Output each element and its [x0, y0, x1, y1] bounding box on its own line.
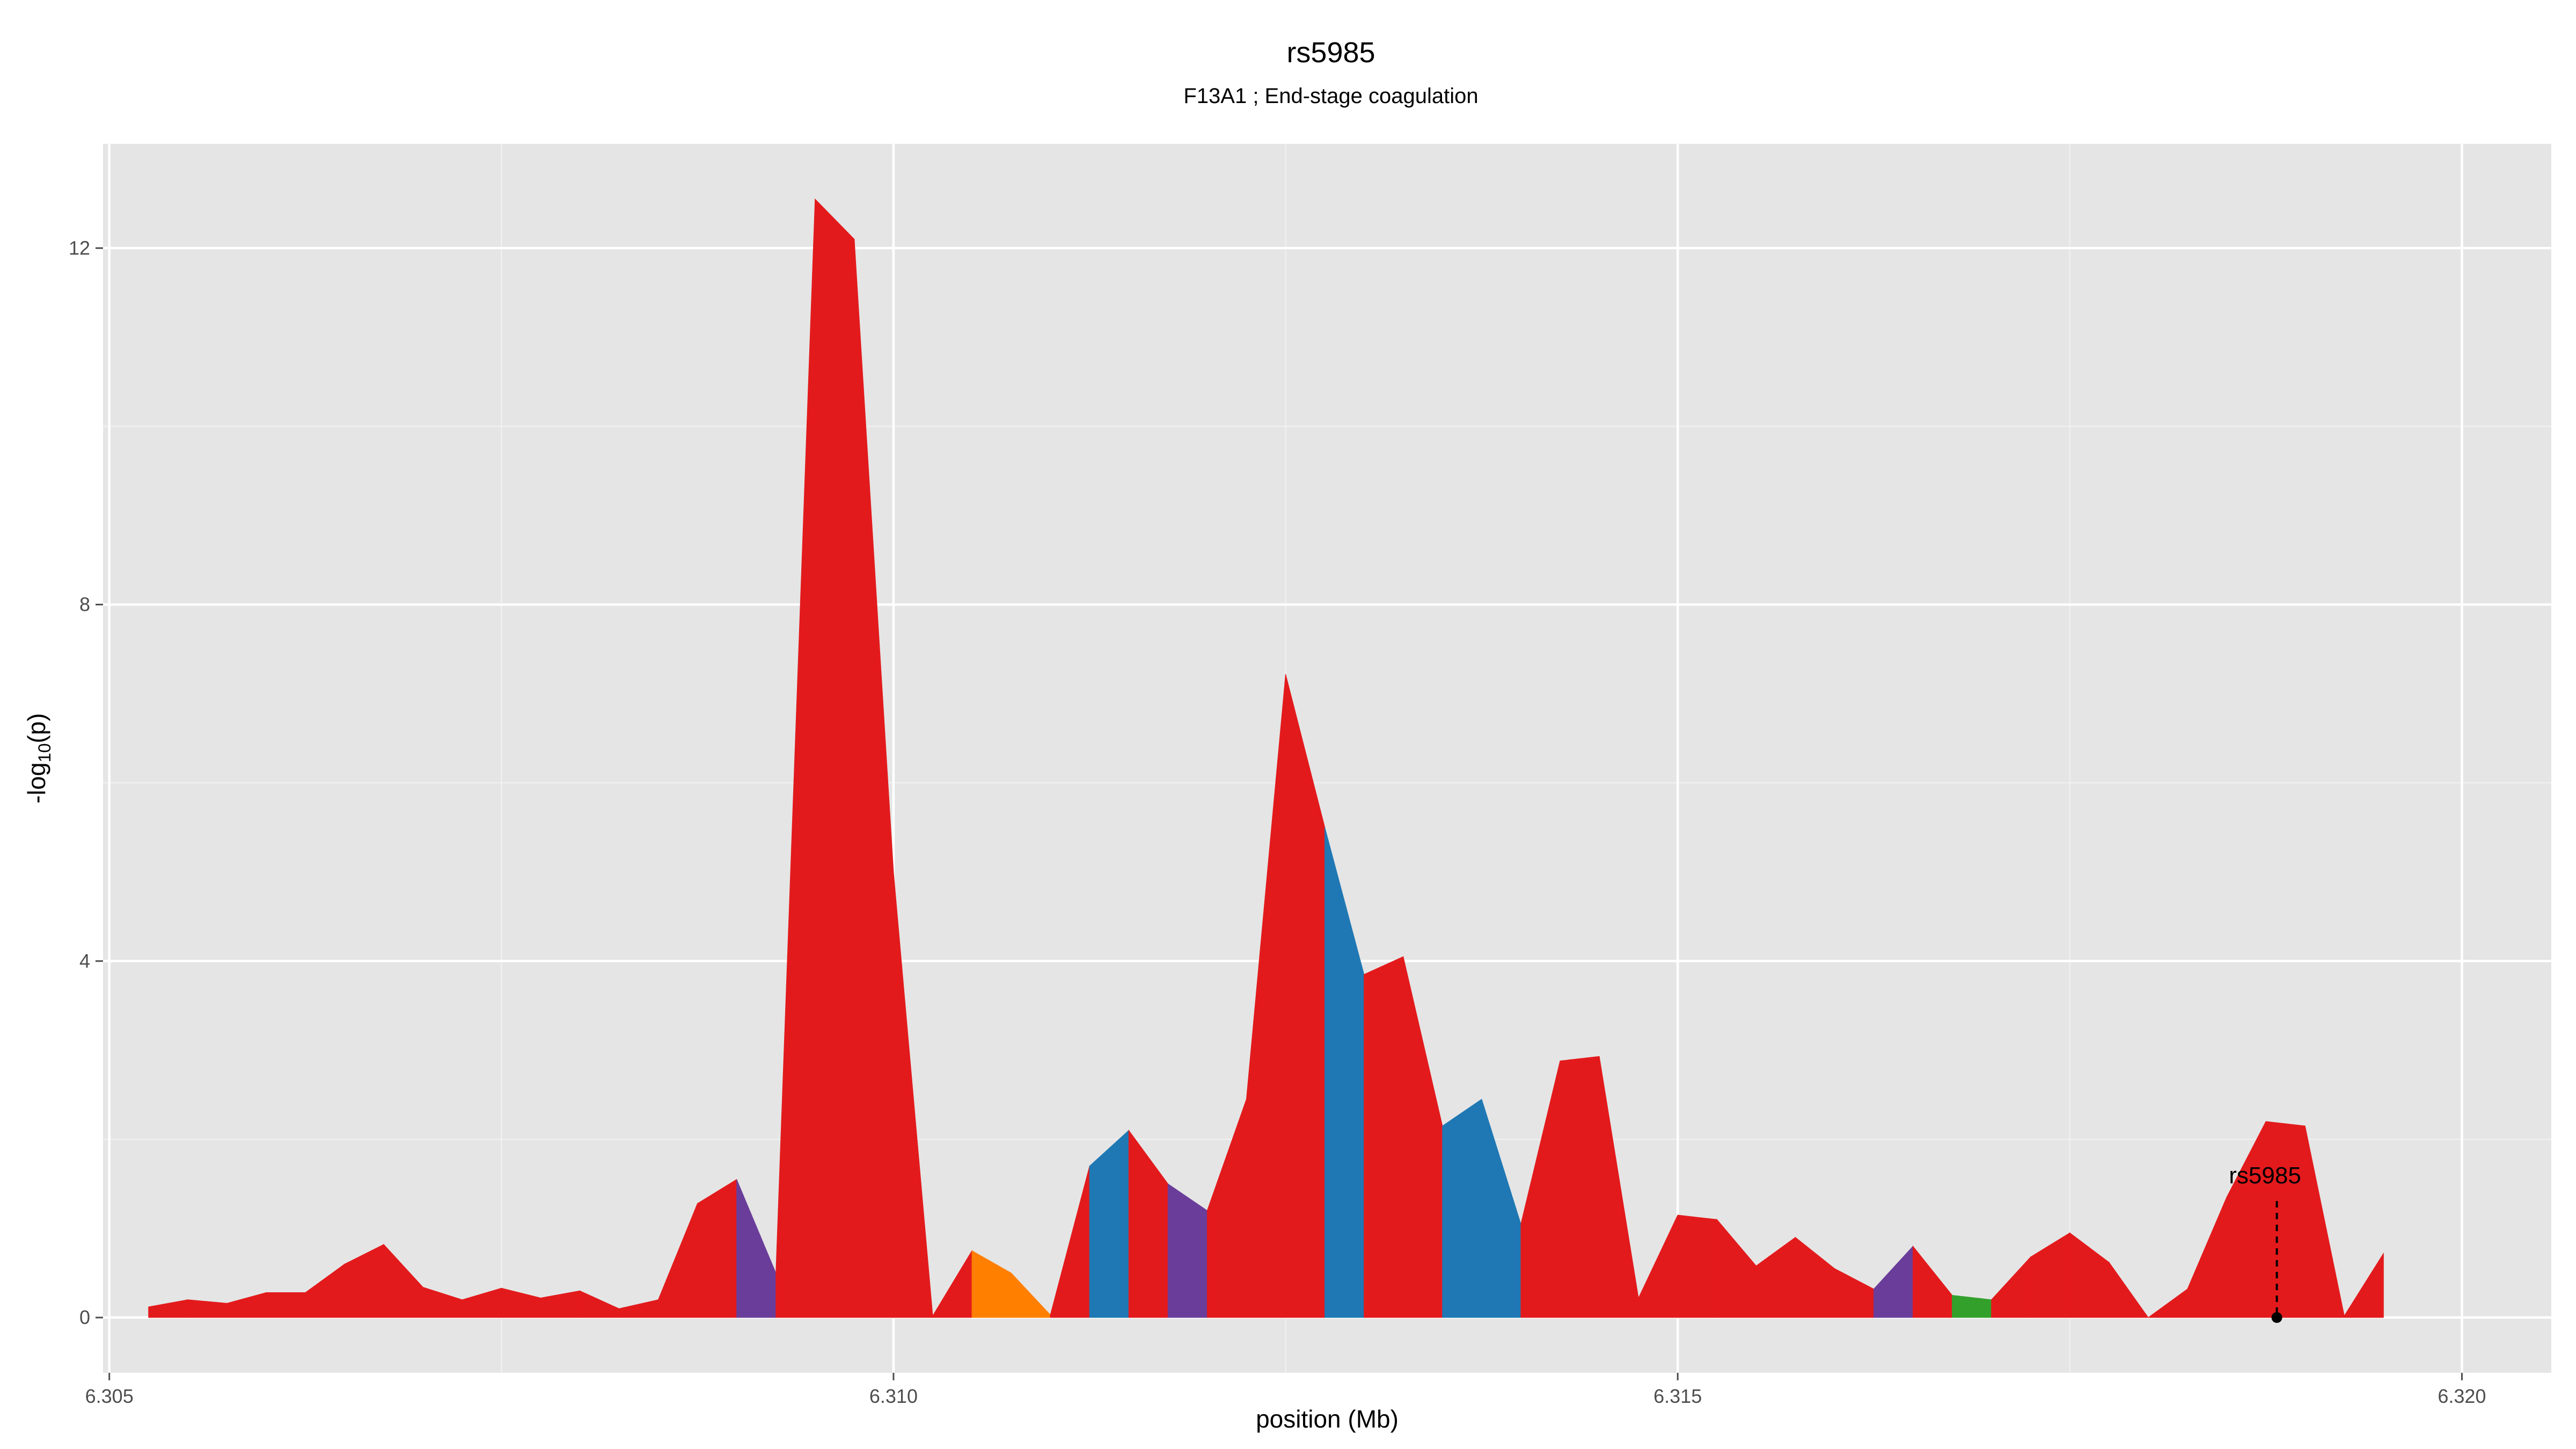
x-tick-label: 6.305	[85, 1385, 134, 1407]
y-axis-title-base: -log	[23, 763, 50, 804]
area-segment	[1364, 956, 1404, 1318]
y-tick-label: 0	[79, 1306, 90, 1328]
area-segment	[1442, 1099, 1482, 1318]
x-tick-label: 6.310	[869, 1385, 918, 1407]
y-axis-title-subscript: 10	[35, 743, 54, 763]
y-tick-label: 8	[79, 594, 90, 616]
y-tick-label: 12	[69, 237, 90, 259]
x-tick-label: 6.315	[1653, 1385, 1702, 1407]
y-tick-label: 4	[79, 950, 90, 972]
chart-title: rs5985	[1286, 36, 1375, 69]
x-axis-title: position (Mb)	[1256, 1405, 1399, 1433]
area-segments	[148, 198, 2384, 1318]
area-segment	[2109, 1261, 2149, 1318]
annotation-group: rs5985	[2229, 1162, 2301, 1323]
area-segment	[697, 1179, 737, 1318]
annotation-point	[2271, 1312, 2282, 1323]
chart-subtitle: F13A1 ; End-stage coagulation	[1183, 84, 1478, 108]
y-axis-title: -log10(p)	[23, 713, 54, 804]
area-segment	[1677, 1214, 1717, 1318]
x-axis: 6.305 6.310 6.315 6.320	[85, 1373, 2486, 1407]
y-axis: 0 4 8 12	[69, 237, 103, 1328]
area-segment	[1560, 1056, 1600, 1318]
area-segment	[2344, 1252, 2384, 1318]
y-axis-title-tail: (p)	[23, 713, 50, 743]
area-segment	[266, 1292, 306, 1318]
area-segment	[815, 198, 855, 1318]
annotation-label: rs5985	[2229, 1162, 2301, 1189]
area-segment	[2265, 1121, 2306, 1318]
x-tick-label: 6.320	[2438, 1385, 2486, 1407]
